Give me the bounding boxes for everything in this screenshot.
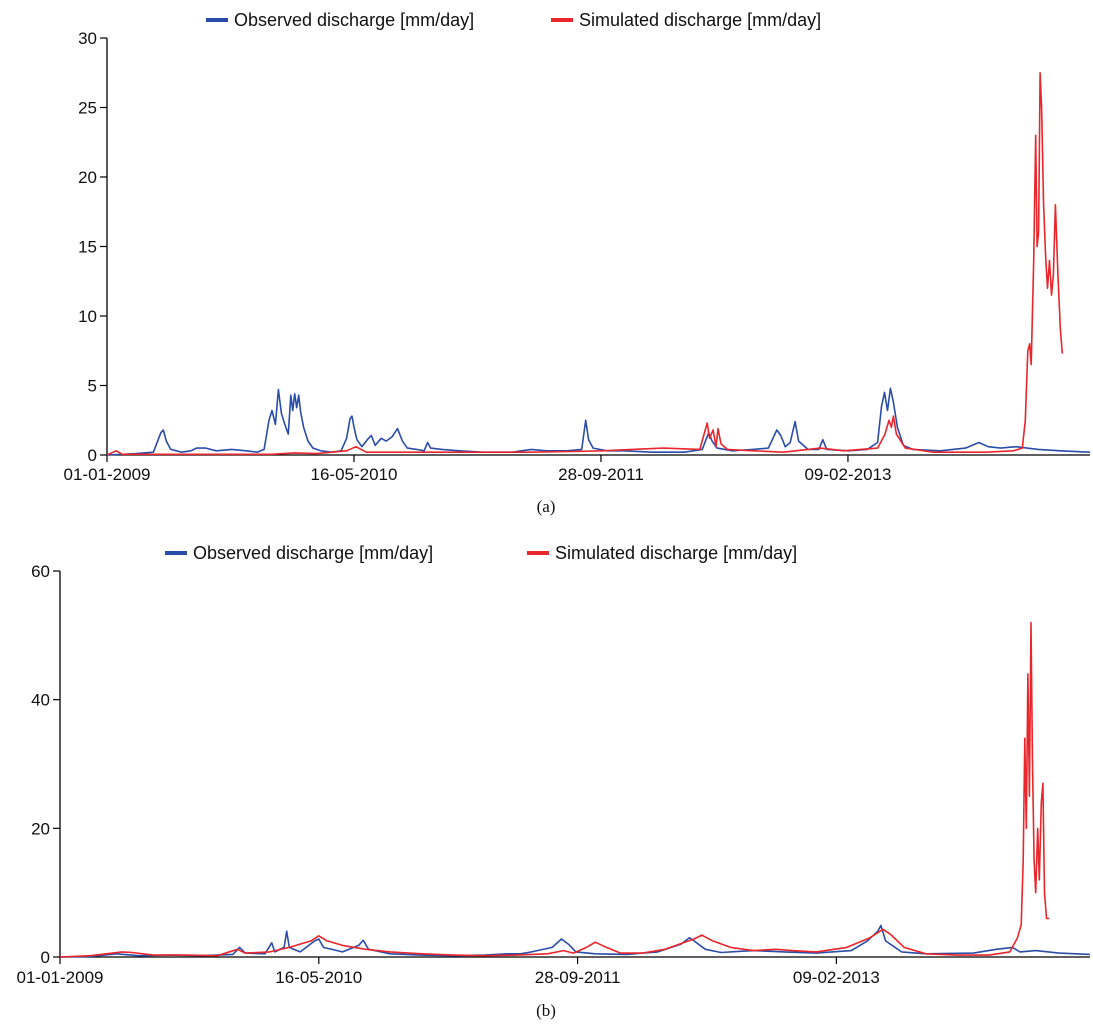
x-tick-label: 09-02-2013 — [793, 968, 880, 987]
observed-discharge-line — [106, 387, 1091, 456]
x-tick-label: 09-02-2013 — [804, 465, 891, 484]
y-tick-label: 15 — [78, 238, 97, 257]
legend-label-observed: Observed discharge [mm/day] — [234, 10, 474, 30]
y-tick-label: 0 — [41, 948, 50, 967]
panel-caption: (a) — [537, 497, 556, 516]
legend-label-simulated: Simulated discharge [mm/day] — [579, 10, 821, 30]
chart-panel-a: 0 5 10 15 20 25 30 01-01-2009 16-05-2010 28-09-20… — [64, 10, 1091, 516]
x-tick-label: 28-09-2011 — [558, 465, 644, 484]
y-tick-label: 60 — [31, 562, 50, 581]
legend-label-simulated: Simulated discharge [mm/day] — [555, 543, 797, 563]
y-tick-label: 20 — [78, 168, 97, 187]
y-tick-label: 20 — [31, 819, 50, 838]
y-tick-label: 5 — [88, 377, 97, 396]
y-tick-label: 25 — [78, 99, 97, 118]
x-tick-label: 16-05-2010 — [275, 968, 362, 987]
y-tick-label: 30 — [78, 29, 97, 48]
y-tick-label: 0 — [88, 446, 97, 465]
x-tick-label: 01-01-2009 — [64, 465, 151, 484]
x-tick-label: 01-01-2009 — [17, 968, 104, 987]
simulated-discharge-line — [106, 72, 1064, 456]
x-tick-label: 28-09-2011 — [535, 968, 621, 987]
y-tick-label: 10 — [78, 307, 97, 326]
panel-caption: (b) — [536, 1001, 556, 1020]
simulated-discharge-line — [59, 621, 1050, 958]
legend-label-observed: Observed discharge [mm/day] — [193, 543, 433, 563]
y-tick-label: 40 — [31, 691, 50, 710]
observed-discharge-line — [59, 924, 1091, 958]
chart-panel-b: 0 20 40 60 01-01-2009 16-05-2010 28-09-2011 09-… — [17, 543, 1091, 1020]
x-tick-label: 16-05-2010 — [311, 465, 398, 484]
